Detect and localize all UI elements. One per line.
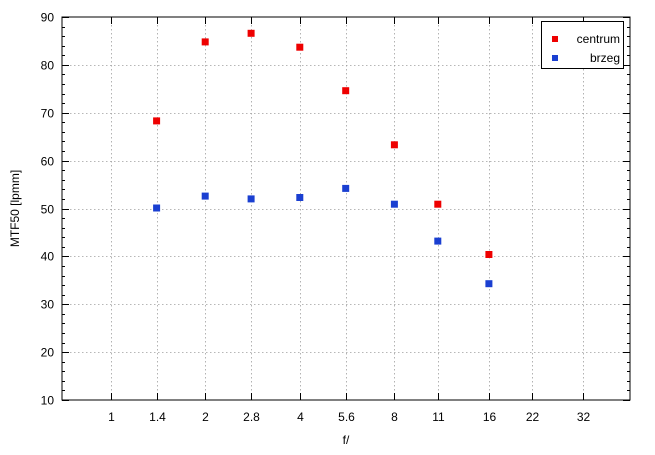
x-tick-label: 1 bbox=[108, 410, 115, 424]
grid bbox=[62, 17, 630, 400]
y-tick-label: 50 bbox=[41, 203, 55, 217]
x-axis-title: f/ bbox=[343, 433, 350, 447]
legend-marker-brzeg bbox=[552, 55, 558, 61]
y-tick-label: 20 bbox=[41, 346, 55, 360]
legend-marker-centrum bbox=[552, 36, 558, 42]
point-brzeg bbox=[201, 192, 209, 200]
y-tick-label: 40 bbox=[41, 250, 55, 264]
x-tick-label: 32 bbox=[577, 410, 591, 424]
y-tick-label: 10 bbox=[41, 394, 55, 408]
y-tick-labels: 10 20 30 40 50 60 70 80 90 bbox=[41, 11, 55, 408]
point-brzeg bbox=[390, 200, 398, 208]
data-points bbox=[153, 29, 493, 288]
point-centrum bbox=[434, 200, 442, 208]
x-tick-label: 2.8 bbox=[243, 410, 260, 424]
point-centrum bbox=[247, 29, 255, 37]
x-tick-label: 2 bbox=[202, 410, 209, 424]
point-brzeg bbox=[485, 280, 493, 288]
y-tick-label: 80 bbox=[41, 59, 55, 73]
point-centrum bbox=[485, 251, 493, 258]
tick-marks bbox=[62, 17, 630, 401]
point-centrum bbox=[153, 117, 161, 125]
x-tick-label: 8 bbox=[391, 410, 398, 424]
point-brzeg bbox=[342, 184, 350, 192]
x-tick-labels: 1 1.4 2 2.8 4 5.6 8 11 16 22 32 bbox=[108, 410, 590, 424]
y-tick-label: 30 bbox=[41, 298, 55, 312]
y-axis-title: MTF50 [lpmm] bbox=[8, 170, 22, 247]
y-tick-label: 90 bbox=[41, 11, 55, 25]
x-tick-label: 22 bbox=[526, 410, 540, 424]
minor-ticks bbox=[62, 27, 630, 391]
y-tick-label: 70 bbox=[41, 107, 55, 121]
x-tick-label: 11 bbox=[432, 410, 445, 424]
point-brzeg bbox=[296, 194, 304, 201]
y-tick-label: 60 bbox=[41, 155, 55, 169]
x-tick-label: 5.6 bbox=[338, 410, 355, 424]
point-centrum bbox=[342, 87, 350, 95]
legend: centrum brzeg bbox=[541, 21, 624, 69]
x-tick-label: 16 bbox=[483, 410, 497, 424]
point-brzeg bbox=[247, 195, 255, 203]
point-centrum bbox=[390, 141, 398, 149]
x-tick-label: 4 bbox=[297, 410, 304, 424]
point-centrum bbox=[296, 43, 304, 51]
plot-frame bbox=[61, 16, 631, 401]
point-brzeg bbox=[434, 237, 442, 245]
legend-label-brzeg: brzeg bbox=[590, 51, 620, 65]
point-centrum bbox=[201, 38, 209, 46]
legend-label-centrum: centrum bbox=[577, 32, 620, 46]
x-tick-label: 1.4 bbox=[149, 410, 166, 424]
point-brzeg bbox=[153, 204, 161, 212]
